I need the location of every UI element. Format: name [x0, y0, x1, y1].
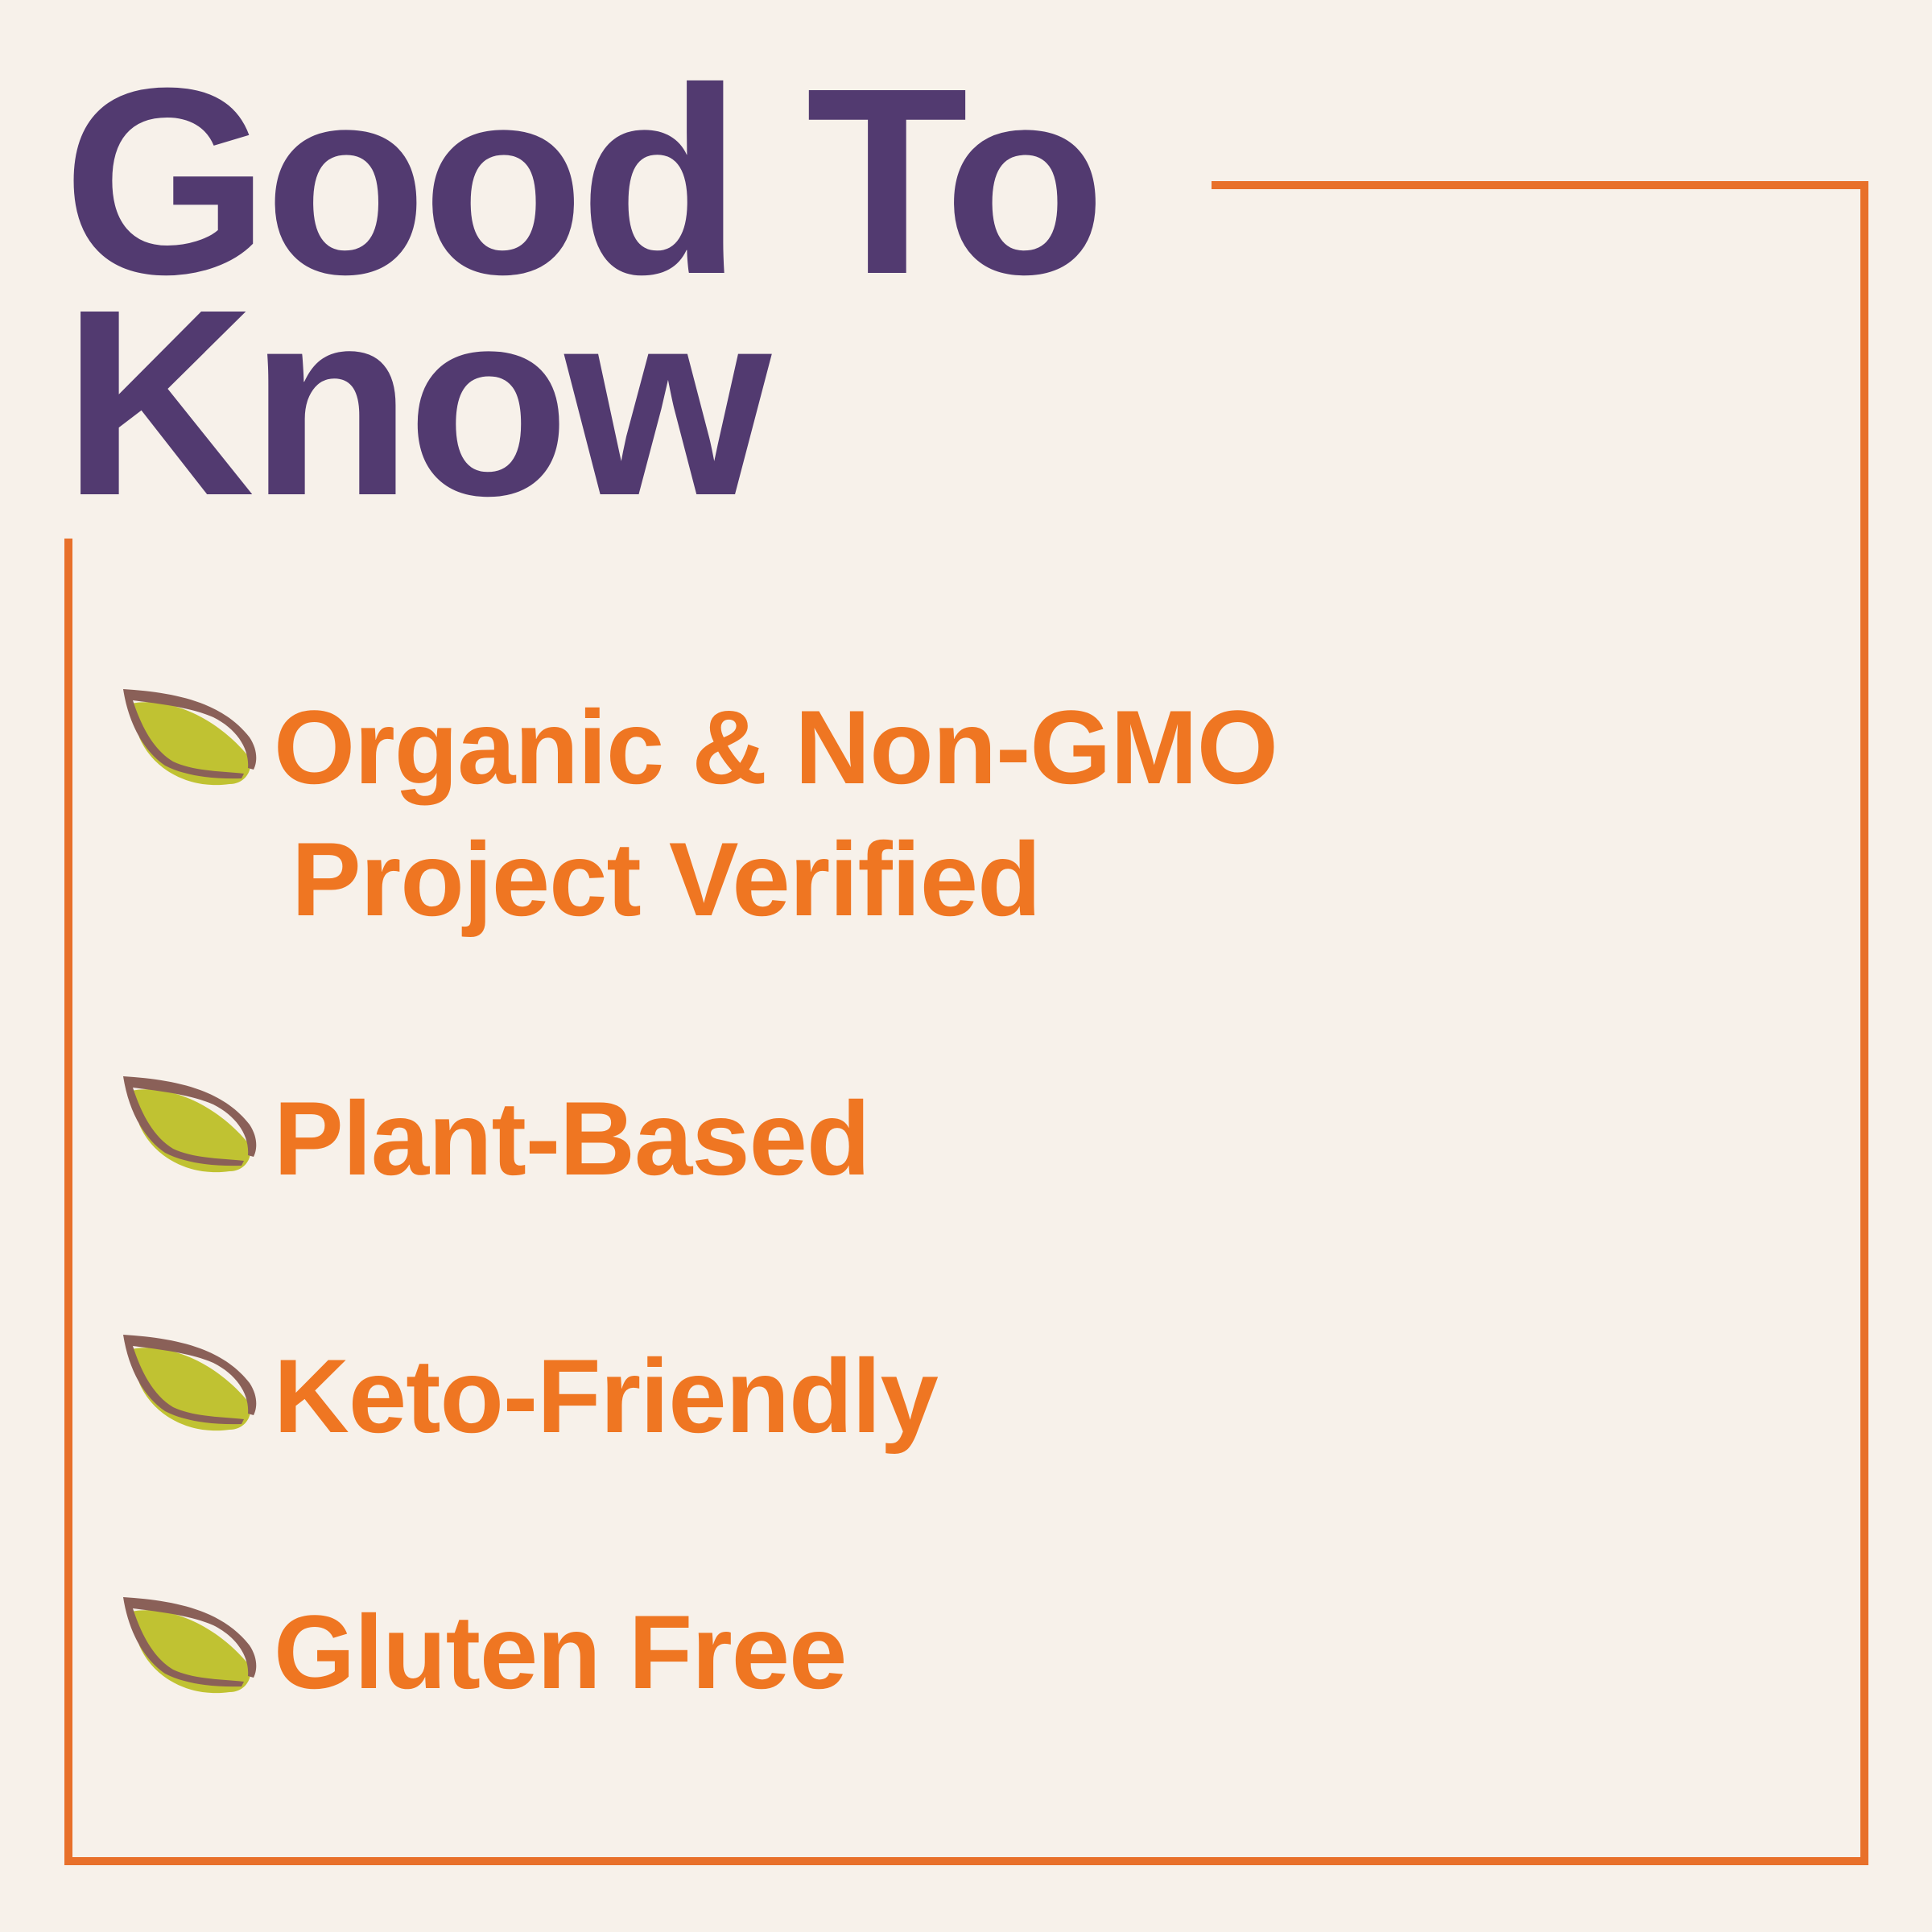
- item-organic-line-2: Project Verified: [291, 820, 1041, 938]
- frame-left-line: [64, 539, 72, 1865]
- frame-top-line: [1212, 181, 1868, 189]
- item-keto-friendly: Keto-Friendly: [274, 1337, 939, 1455]
- title-line-2: Know: [63, 254, 771, 551]
- title-line-1: Good To: [63, 32, 1106, 329]
- frame-right-line: [1860, 181, 1868, 1865]
- item-gluten-free: Gluten Free: [274, 1593, 847, 1711]
- leaf-icon: [117, 1327, 262, 1439]
- leaf-icon: [117, 681, 262, 794]
- leaf-icon: [117, 1589, 262, 1702]
- frame-bottom-line: [64, 1857, 1868, 1865]
- leaf-icon: [117, 1068, 262, 1181]
- item-plant-based: Plant-Based: [274, 1080, 870, 1197]
- item-organic-line-1: Organic & Non-GMO: [274, 688, 1278, 806]
